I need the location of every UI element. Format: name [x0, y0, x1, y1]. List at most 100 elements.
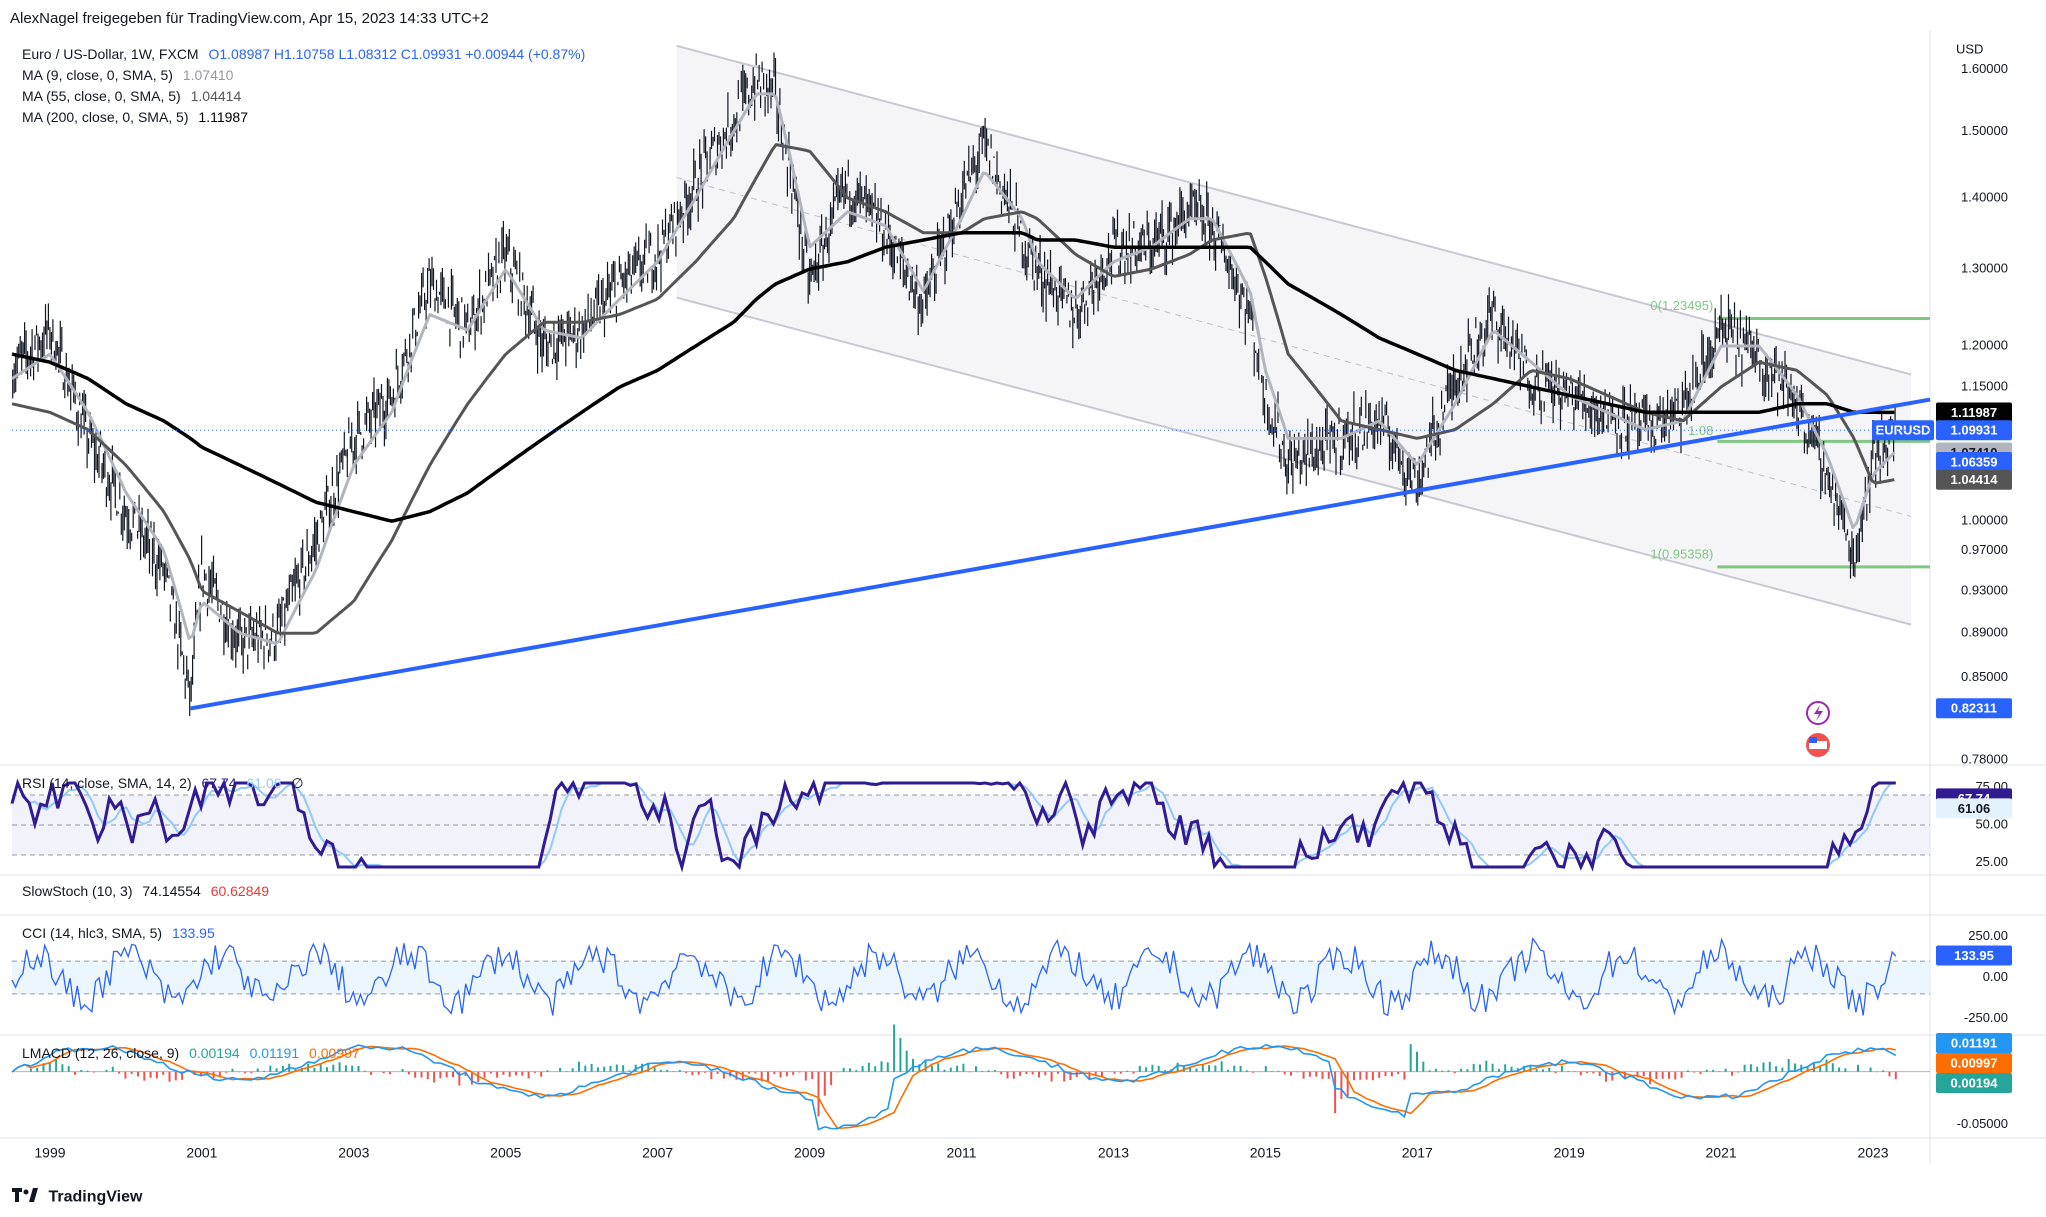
- cci-tick-2: -250.00: [1964, 1010, 2008, 1025]
- lightning-bolt: [1814, 705, 1823, 721]
- publisher-line: AlexNagel freigegeben für TradingView.co…: [10, 10, 489, 27]
- x-tick-2013: 2013: [1098, 1145, 1129, 1161]
- us-flag-stripe: [1809, 741, 1827, 749]
- legend-macd-value3: 0.00997: [309, 1045, 360, 1061]
- legend-ma200: MA (200, close, 0, SMA, 5) 1.11987: [22, 109, 248, 125]
- us-flag-canton: [1809, 737, 1817, 743]
- tradingview-footer[interactable]: TradingView: [12, 1188, 142, 1207]
- rsi-tick-1: 50.00: [1975, 816, 2008, 831]
- x-tick-2015: 2015: [1250, 1145, 1281, 1161]
- price-tick-4: 1.20000: [1961, 337, 2008, 352]
- price-badge-text-1: 1.09931: [1951, 423, 1998, 438]
- macd-pane: [11, 1024, 1930, 1131]
- legend-ma55-value: 1.04414: [190, 88, 242, 104]
- legend-ma200-value: 1.11987: [198, 109, 248, 125]
- legend-cci: CCI (14, hlc3, SMA, 5) 133.95: [22, 925, 215, 941]
- x-tick-2005: 2005: [490, 1145, 521, 1161]
- macd-badge-text-0: 0.01191: [1951, 1035, 1997, 1050]
- macd-line: [11, 1043, 1897, 1131]
- fib-top-label: 0(1.23495): [1650, 298, 1713, 313]
- legend-stoch-value2: 60.62849: [210, 883, 270, 899]
- macd-badge-2: [1936, 1073, 2012, 1093]
- ma200-line: [11, 231, 1895, 523]
- price-badge-3: [1936, 451, 2012, 472]
- x-tick-2023: 2023: [1857, 1145, 1888, 1161]
- legend-ma55: MA (55, close, 0, SMA, 5) 1.04414: [22, 88, 241, 104]
- channel-fill: [676, 45, 1912, 625]
- legend-ma200-label: MA (200, close, 0, SMA, 5): [22, 109, 189, 125]
- legend-cci-label: CCI (14, hlc3, SMA, 5): [22, 925, 163, 941]
- x-tick-2021: 2021: [1706, 1145, 1737, 1161]
- x-tick-2003: 2003: [338, 1145, 369, 1161]
- cci-pane: [11, 936, 1930, 1017]
- legend-rsi: RSI (14, close, SMA, 14, 2) 67.74 61.06 …: [22, 775, 304, 792]
- price-badge-text-0: 1.11987: [1951, 405, 1997, 420]
- axes: USD 1.60000 1.50000 1.40000 1.30000 1.20000 1.…: [12, 41, 2012, 1161]
- channel-upper-line: [676, 44, 1912, 376]
- price-tick-8: 1.00000: [1961, 513, 2008, 528]
- legend-main: Euro / US-Dollar, 1W, FXCM O1.08987 H1.1…: [22, 46, 585, 62]
- price-badge-text-5: 0.82311: [1951, 701, 1997, 716]
- macd-histogram-up: [29, 1024, 1885, 1072]
- symbol-tag-text: EURUSD: [1876, 423, 1931, 438]
- price-tick-2: 1.40000: [1961, 189, 2008, 204]
- x-tick-1999: 1999: [34, 1145, 65, 1161]
- legend-cci-value: 133.95: [171, 925, 215, 941]
- axis-currency-label: USD: [1956, 41, 1983, 56]
- legend-stoch: SlowStoch (10, 3) 74.14554 60.62849: [22, 883, 269, 899]
- cci-badge: [1936, 945, 2012, 966]
- price-series-eurusd: [12, 52, 1896, 716]
- trendline[interactable]: [190, 397, 1931, 711]
- price-tick-9: 0.97000: [1961, 542, 2008, 557]
- price-tick-13: 0.78000: [1961, 751, 2008, 766]
- price-badge-4: [1936, 469, 2012, 490]
- tradingview-logo-icon: [12, 1188, 38, 1207]
- legend-macd-value: 0.00194: [189, 1045, 240, 1061]
- legend-macd: LMACD (12, 26, close, 9) 0.00194 0.01191…: [22, 1045, 360, 1061]
- price-tick-3: 1.30000: [1961, 261, 2008, 276]
- blue-trendline: [190, 397, 1931, 711]
- legend-ma9-value: 1.07410: [182, 67, 234, 83]
- macd-badge-1: [1936, 1053, 2012, 1073]
- legend-main-ohlc: O1.08987 H1.10758 L1.08312 C1.09931 +0.0…: [208, 46, 586, 62]
- descending-channel: [676, 44, 1912, 626]
- legend-ma9: MA (9, close, 0, SMA, 5) 1.07410: [22, 67, 233, 83]
- legend-macd-label: LMACD (12, 26, close, 9): [22, 1045, 180, 1061]
- x-tick-2009: 2009: [794, 1145, 825, 1161]
- price-tick-5: 1.15000: [1961, 378, 2008, 393]
- price-tick-11: 0.89000: [1961, 625, 2008, 640]
- legend-main-label: Euro / US-Dollar, 1W, FXCM: [22, 46, 199, 62]
- x-tick-2007: 2007: [642, 1145, 673, 1161]
- price-tick-10: 0.93000: [1961, 582, 2008, 597]
- rsi-pane: [10, 778, 1930, 873]
- cci-tick-0: 250.00: [1968, 928, 2008, 943]
- price-badge-1: [1936, 420, 2012, 441]
- price-tick-0: 1.60000: [1961, 61, 2008, 76]
- x-tick-2001: 2001: [186, 1145, 217, 1161]
- rsi-tick-2: 25.00: [1975, 854, 2008, 869]
- fib-bottom-label: 1(0.95358): [1650, 546, 1713, 561]
- legend-stoch-label: SlowStoch (10, 3): [22, 883, 133, 899]
- legend-rsi-value: 67.74: [201, 775, 237, 791]
- legend-ma55-label: MA (55, close, 0, SMA, 5): [22, 88, 181, 104]
- legend-ma9-label: MA (9, close, 0, SMA, 5): [22, 67, 173, 83]
- macd-signal-line: [11, 1045, 1896, 1130]
- footer-brand: TradingView: [48, 1188, 143, 1206]
- cci-band: [12, 961, 1930, 994]
- grid: [0, 30, 2046, 1165]
- symbol-tag: [1872, 420, 1934, 441]
- legend-rsi-value2: 61.06: [246, 775, 282, 791]
- cci-badge-text: 133.95: [1954, 948, 1994, 963]
- macd-tick-0: -0.05000: [1957, 1116, 2008, 1131]
- x-tick-2017: 2017: [1402, 1145, 1433, 1161]
- legend-stoch-value: 74.14554: [142, 883, 201, 899]
- rsi-badge-text-1: 61.06: [1958, 801, 1991, 816]
- macd-histogram-down: [74, 1071, 1897, 1117]
- macd-badge-text-2: 0.00194: [1951, 1075, 1999, 1090]
- legend-rsi-value3: ∅: [291, 775, 304, 791]
- price-tick-12: 0.85000: [1961, 669, 2008, 684]
- side-icons[interactable]: [1806, 701, 1830, 757]
- legend-macd-value2: 0.01191: [249, 1045, 300, 1061]
- moving-averages: [11, 92, 1896, 645]
